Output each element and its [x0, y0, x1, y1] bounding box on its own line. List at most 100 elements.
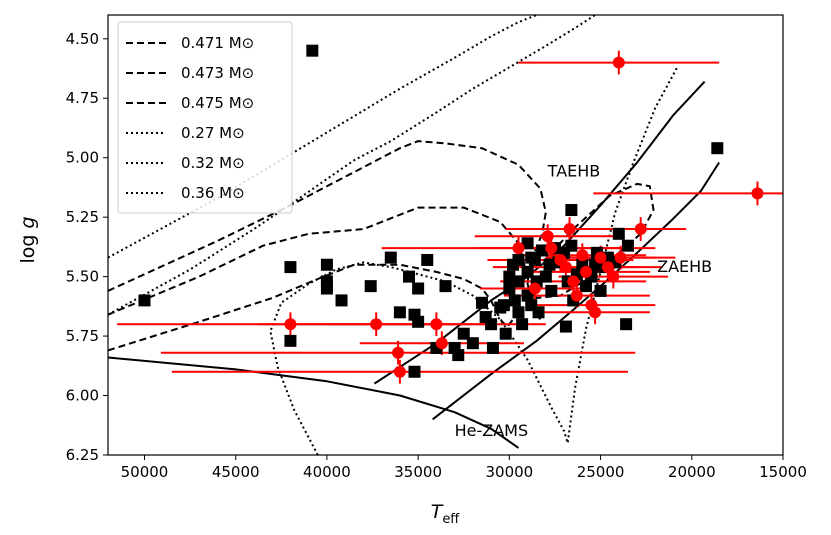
data-point-circle	[612, 56, 625, 69]
x-tick-label: 30000	[485, 463, 533, 481]
data-point-square	[284, 334, 297, 347]
data-point-square	[620, 318, 633, 331]
legend-label: 0.36 M⊙	[181, 184, 245, 202]
track-taehb	[373, 80, 706, 385]
data-point-circle	[601, 261, 614, 274]
x-tick-label: 50000	[121, 463, 169, 481]
annotation-he-zams: He-ZAMS	[455, 421, 529, 440]
data-point-square	[612, 227, 625, 240]
data-point-circle	[528, 282, 541, 295]
data-point-square	[579, 280, 592, 293]
data-point-circle	[589, 306, 602, 319]
data-point-square	[393, 306, 406, 319]
x-tick-label: 20000	[668, 463, 716, 481]
x-tick-label: 40000	[303, 463, 351, 481]
data-point-square	[364, 280, 377, 293]
data-point-square	[457, 327, 470, 340]
x-tick-label: 25000	[577, 463, 625, 481]
plot-frame	[107, 14, 784, 456]
data-point-square	[439, 280, 452, 293]
data-point-square	[497, 299, 510, 312]
data-point-square	[335, 294, 348, 307]
data-point-square	[508, 294, 521, 307]
y-axis-ticks: 4.50 4.75 5.00 5.25 5.50 5.75 6.00 6.25	[66, 30, 108, 464]
data-point-square	[421, 253, 434, 266]
data-point-circle	[541, 230, 554, 243]
data-point-circle	[563, 223, 576, 236]
data-point-square	[711, 142, 724, 155]
data-point-square	[559, 320, 572, 333]
x-axis-ticks: 50000 45000 40000 35000 30000 25000 20000 15000	[121, 455, 807, 481]
data-point-square	[408, 365, 421, 378]
data-point-square	[621, 239, 634, 252]
data-point-circle	[614, 251, 627, 264]
data-point-square	[412, 315, 425, 328]
track-0-471	[108, 263, 520, 352]
data-point-circle	[435, 337, 448, 350]
curve-annotations: TAEHB ZAEHB He-ZAMS	[455, 162, 713, 440]
x-axis-title: Teff	[431, 501, 461, 527]
data-point-circle	[576, 249, 589, 262]
x-tick-label: 35000	[394, 463, 442, 481]
data-point-circle	[751, 187, 764, 200]
data-point-square	[384, 251, 397, 264]
data-point-square	[532, 306, 545, 319]
data-point-square	[403, 270, 416, 283]
data-point-square	[565, 204, 578, 217]
legend-label: 0.32 M⊙	[181, 154, 245, 172]
data-point-square	[284, 261, 297, 274]
data-point-square	[521, 237, 534, 250]
data-point-square	[466, 337, 479, 350]
y-tick-label: 5.50	[66, 268, 99, 286]
y-tick-label: 5.75	[66, 327, 99, 345]
data-point-circle	[634, 223, 647, 236]
data-point-square	[545, 284, 558, 297]
y-tick-label: 4.75	[66, 89, 99, 107]
data-point-square	[558, 246, 571, 259]
x-tick-label: 15000	[759, 463, 807, 481]
annotation-zaehb: ZAEHB	[657, 257, 712, 276]
data-point-circle	[512, 242, 525, 255]
data-point-square	[138, 294, 151, 307]
annotation-taehb: TAEHB	[547, 162, 601, 181]
data-point-square	[320, 282, 333, 295]
legend-label: 0.471 M⊙	[181, 34, 254, 52]
data-point-square	[475, 296, 488, 309]
y-tick-label: 4.50	[66, 30, 99, 48]
data-point-circle	[545, 242, 558, 255]
data-point-square	[503, 282, 516, 295]
data-point-square	[306, 44, 319, 57]
y-tick-label: 5.00	[66, 149, 99, 167]
data-point-square	[539, 270, 552, 283]
data-point-square	[512, 306, 525, 319]
y-axis-title: log g	[17, 216, 39, 263]
data-point-square	[528, 253, 541, 266]
x-tick-label: 45000	[212, 463, 260, 481]
legend: 0.471 M⊙ 0.473 M⊙ 0.475 M⊙ 0.27 M⊙ 0.32 M⊙ 0.…	[117, 21, 293, 214]
data-point-circle	[559, 261, 572, 274]
data-point-circle	[567, 275, 580, 288]
data-point-square	[412, 282, 425, 295]
y-tick-label: 5.25	[66, 208, 99, 226]
data-point-circle	[579, 265, 592, 278]
data-point-circle	[284, 318, 297, 331]
data-point-square	[452, 349, 465, 362]
data-point-circle	[607, 270, 620, 283]
data-point-circle	[430, 318, 443, 331]
data-point-circle	[570, 289, 583, 302]
legend-label: 0.27 M⊙	[181, 124, 245, 142]
track-he-zams	[108, 356, 520, 449]
data-point-circle	[594, 251, 607, 264]
legend-label: 0.475 M⊙	[181, 94, 254, 112]
data-point-square	[499, 327, 512, 340]
data-point-circle	[392, 346, 405, 359]
data-point-circle	[393, 365, 406, 378]
data-point-square	[503, 270, 516, 283]
y-tick-label: 6.25	[66, 446, 99, 464]
data-point-square	[320, 258, 333, 271]
data-point-square	[521, 265, 534, 278]
data-point-square	[516, 318, 529, 331]
data-point-square	[486, 341, 499, 354]
data-point-circle	[370, 318, 383, 331]
